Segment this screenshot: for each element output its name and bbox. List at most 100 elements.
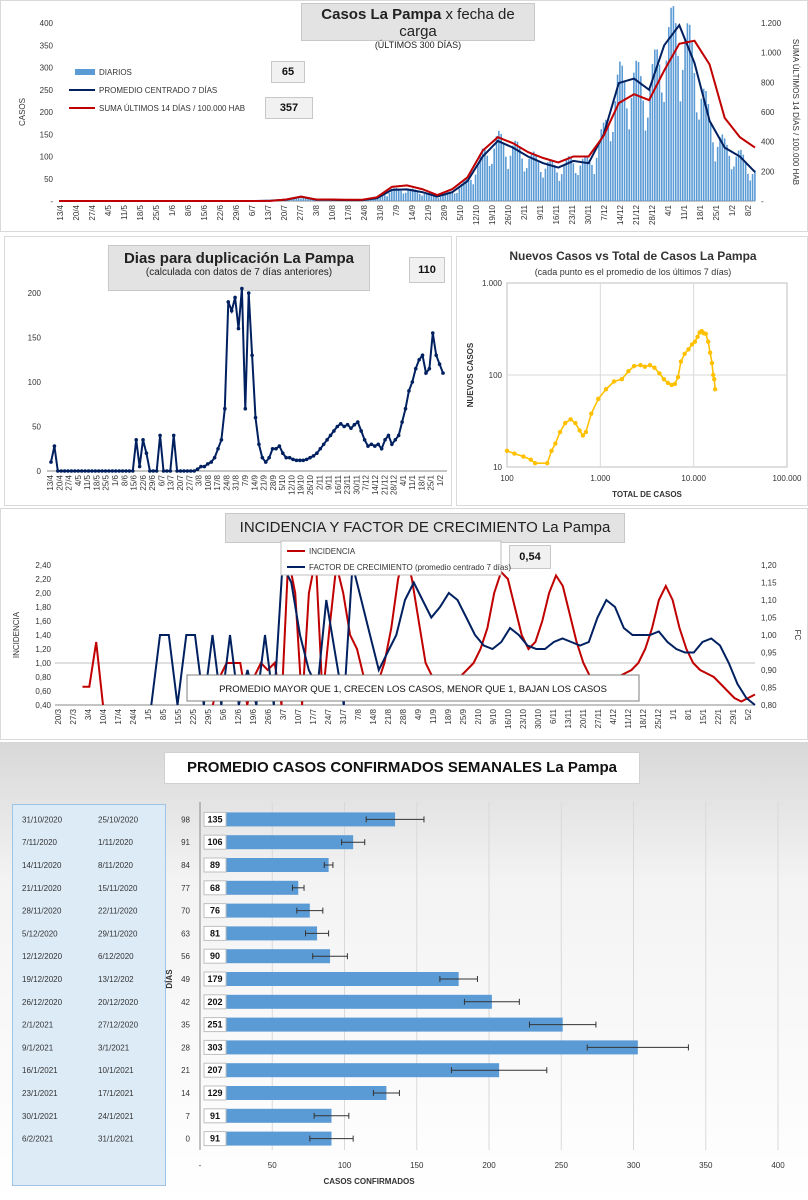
sem-row-dias: 84 [181, 861, 190, 870]
sem-row-start-date: 6/12/2020 [98, 952, 134, 961]
casos-daily-bar [688, 24, 691, 201]
nuevos-point [553, 441, 558, 446]
dup-x-tick: 21/12 [380, 474, 389, 495]
casos-daily-bar [563, 165, 565, 201]
casos-daily-bar [628, 129, 631, 201]
dup-x-tick: 1/2 [436, 474, 445, 486]
sem-xlabel: CASOS CONFIRMADOS [323, 1177, 415, 1186]
casos-y2-tick: 600 [761, 108, 775, 117]
casos-daily-bar [521, 158, 523, 201]
casos-suma-value: 357 [265, 97, 313, 119]
sem-bar-value: 81 [210, 928, 220, 938]
dup-point [236, 326, 241, 331]
dup-x-tick: 31/8 [232, 474, 241, 490]
inc-y2-tick: 1,15 [761, 579, 777, 588]
casos-y-tick: 250 [40, 86, 54, 95]
casos-daily-bar [740, 149, 742, 201]
sem-x-tick: 250 [555, 1161, 569, 1170]
casos-x-tick: 4/1 [664, 204, 673, 216]
casos-x-tick: 21/9 [424, 204, 433, 220]
sem-row-end-date: 2/1/2021 [22, 1021, 54, 1030]
casos-daily-bar [498, 130, 500, 201]
sem-row-dias: 63 [181, 929, 190, 938]
sem-value-box [203, 857, 227, 873]
sem-x-tick: 150 [410, 1161, 424, 1170]
casos-x-tick: 25/5 [152, 204, 161, 220]
casos-daily-bar [630, 97, 633, 201]
casos-daily-bar [577, 174, 579, 201]
sem-row-dias: 56 [181, 952, 190, 961]
dup-point [73, 469, 77, 473]
dup-point [311, 454, 316, 458]
sem-x-tick: 50 [268, 1161, 277, 1170]
sem-row-start-date: 3/1/2021 [98, 1043, 130, 1052]
casos-x-tick: 2/11 [520, 204, 529, 220]
nuevos-y-tick: 1.000 [482, 279, 503, 288]
dup-x-tick: 6/7 [157, 474, 166, 486]
dup-point [62, 469, 67, 473]
casos-x-tick: 22/6 [216, 204, 225, 220]
casos-x-tick: 26/10 [504, 204, 513, 225]
casos-x-tick: 3/8 [312, 204, 321, 216]
casos-daily-bar [514, 140, 516, 201]
dup-x-tick: 7/12 [362, 474, 371, 490]
nuevos-point [686, 347, 691, 352]
dup-x-tick: 27/4 [65, 474, 74, 490]
incidencia-title-suffix: La Pampa [541, 519, 611, 536]
dup-point [352, 422, 357, 427]
casos-daily-bar [598, 141, 600, 201]
inc-x-tick: 30/10 [534, 708, 543, 729]
casos-daily-bar [667, 27, 670, 202]
casos-x-tick: 14/12 [616, 204, 625, 225]
casos-daily-bar [456, 193, 458, 201]
casos-daily-bar [623, 82, 626, 201]
inc-x-tick: 20/11 [579, 708, 588, 728]
casos-daily-bar [512, 145, 514, 201]
dup-point [410, 380, 415, 384]
casos-x-tick: 23/11 [568, 204, 577, 224]
casos-daily-bar [430, 193, 433, 201]
sem-row-dias: 70 [181, 907, 190, 916]
casos-x-tick: 14/9 [408, 204, 417, 220]
dup-point [158, 433, 162, 438]
casos-daily-bar [702, 88, 705, 201]
sem-bar-value: 207 [207, 1065, 222, 1075]
casos-daily-bar [414, 189, 416, 201]
inc-x-tick: 13/11 [564, 708, 573, 728]
dup-point [321, 442, 326, 447]
casos-daily-bar [449, 191, 451, 201]
casos-daily-bar [747, 173, 749, 201]
inc-x-tick: 21/8 [384, 708, 393, 724]
dup-point [373, 444, 377, 448]
casos-y-tick: 300 [40, 64, 54, 73]
dup-point [291, 457, 295, 462]
casos-daily-bar [679, 101, 682, 201]
casos-daily-bar [749, 180, 752, 201]
casos-x-tick: 19/10 [488, 204, 497, 225]
sem-row-end-date: 7/11/2020 [22, 838, 58, 847]
dup-x-tick: 14/12 [371, 474, 380, 495]
nuevos-point [532, 460, 538, 466]
nuevos-point [626, 368, 631, 374]
casos-daily-bar [581, 158, 584, 201]
dup-point [151, 469, 156, 473]
sem-row-end-date: 6/2/2021 [22, 1135, 54, 1144]
nuevos-point [692, 339, 698, 344]
dup-x-tick: 11/5 [83, 474, 92, 490]
sem-bar [221, 972, 459, 986]
dup-x-tick: 26/10 [306, 474, 315, 495]
dup-x-tick: 14/9 [250, 474, 259, 490]
nuevos-x-tick: 1.000 [590, 474, 611, 483]
casos-chart: - 50 100 150 200 250 300 350 400 - 200 400 600 800 1.0… [18, 6, 800, 225]
duplicacion-title: Dias para duplicación La Pampa [123, 250, 355, 267]
casos-daily-bar [416, 191, 419, 201]
sem-bar-value: 129 [207, 1088, 222, 1098]
casos-daily-bar [409, 188, 412, 201]
casos-daily-bar [421, 195, 423, 201]
casos-x-tick: 11/1 [680, 204, 689, 220]
casos-x-tick: 20/4 [72, 204, 81, 220]
dup-point [110, 469, 115, 473]
casos-x-tick: 29/6 [232, 204, 241, 220]
dup-point [328, 433, 333, 438]
casos-x-tick: 9/11 [536, 204, 545, 220]
